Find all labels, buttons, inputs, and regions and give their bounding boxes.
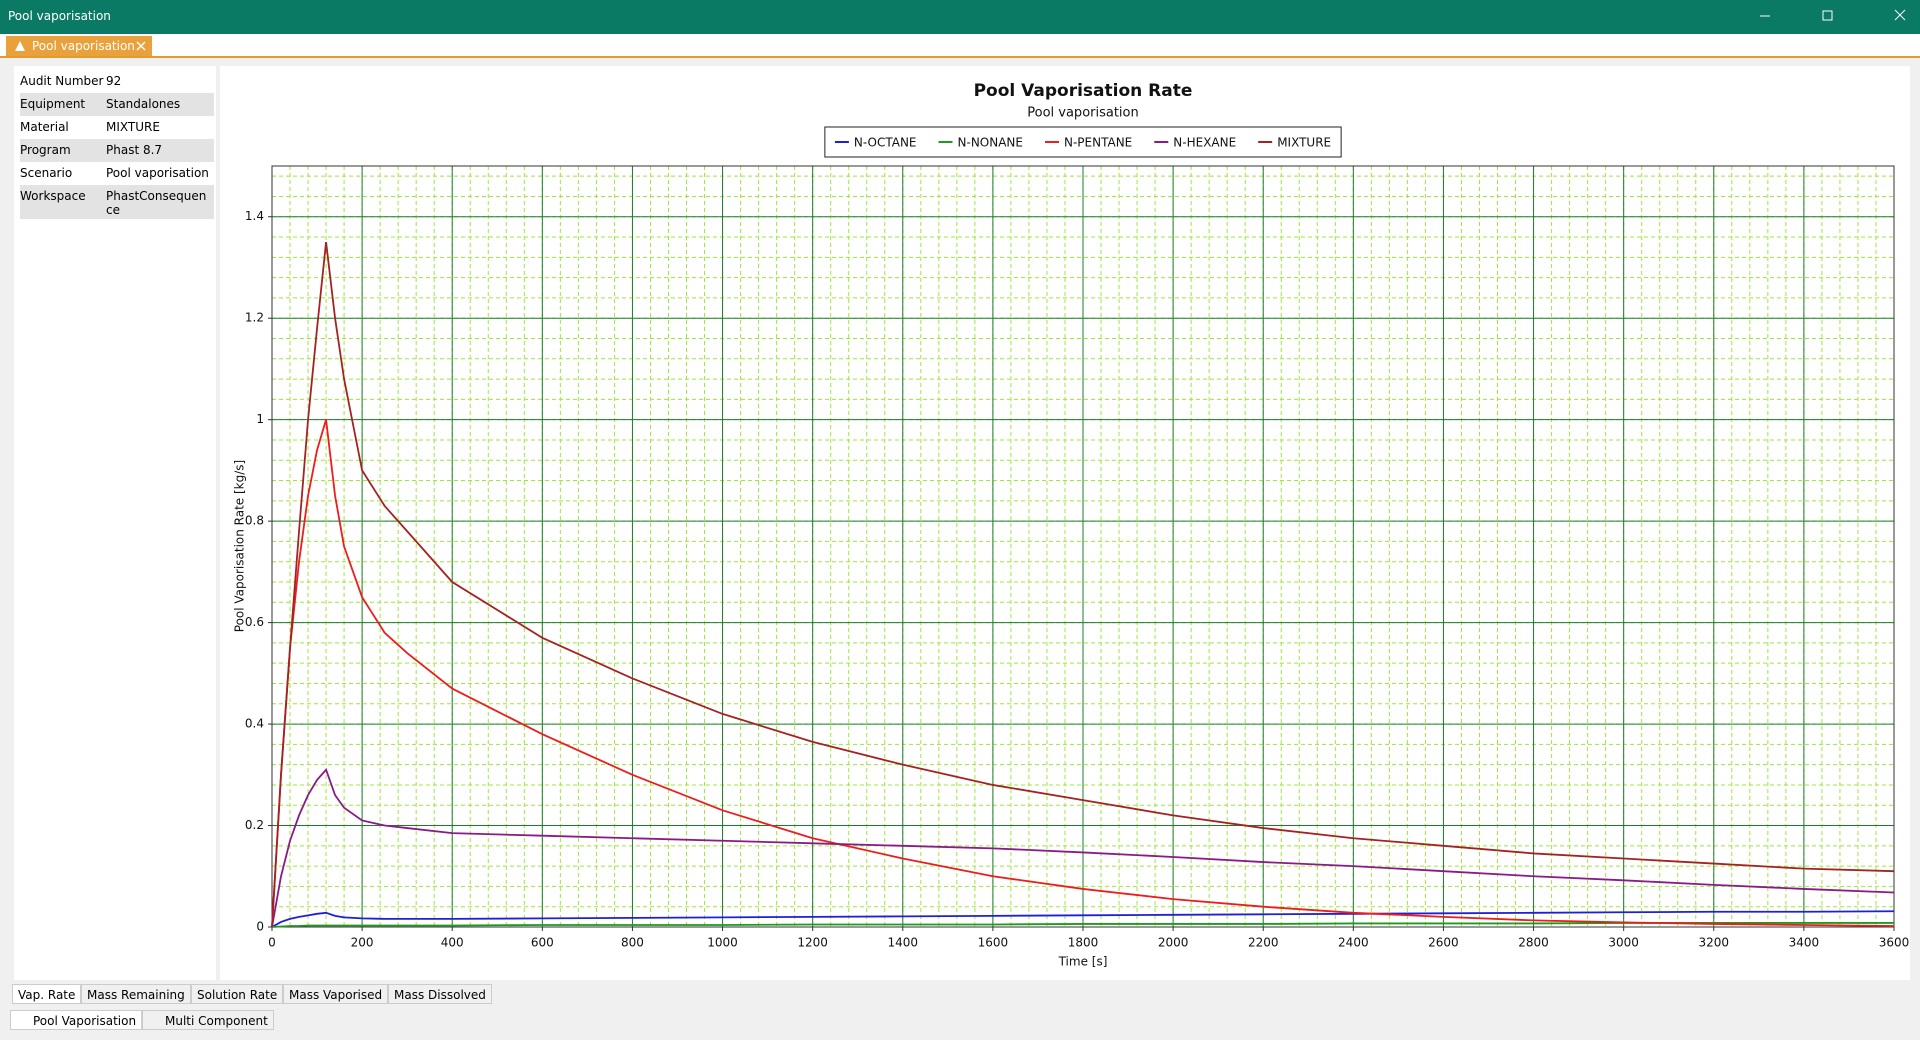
- y-tick-label: 0.6: [245, 615, 264, 629]
- view-tab[interactable]: Multi Component: [142, 1010, 274, 1030]
- audit-label: Equipment: [20, 97, 86, 111]
- legend-label: N-HEXANE: [1173, 136, 1236, 150]
- x-tick-label: 2800: [1518, 936, 1549, 950]
- document-tab[interactable]: Pool vaporisation: [6, 36, 152, 56]
- audit-value: MIXTURE: [106, 120, 160, 134]
- y-tick-label: 1: [256, 412, 264, 426]
- x-tick-label: 1600: [978, 936, 1009, 950]
- y-tick-label: 0.8: [245, 514, 264, 528]
- audit-value: Pool vaporisation: [106, 166, 209, 180]
- audit-value: Phast 8.7: [106, 143, 163, 157]
- x-tick-label: 2000: [1158, 936, 1189, 950]
- view-tab[interactable]: Pool Vaporisation: [10, 1010, 143, 1030]
- audit-row: Audit Number 92: [20, 70, 214, 93]
- x-tick-label: 3200: [1699, 936, 1730, 950]
- audit-label: Audit Number: [20, 74, 104, 88]
- audit-label: Workspace: [20, 189, 86, 203]
- x-tick-label: 200: [351, 936, 374, 950]
- x-tick-label: 2400: [1338, 936, 1369, 950]
- legend: N-OCTANE N-NONANE N-PENTANE N-HEXANE MIXTURE: [824, 126, 1342, 158]
- x-tick-label: 1200: [797, 936, 828, 950]
- audit-row: Material MIXTURE: [20, 116, 214, 139]
- data-line: [271, 910, 1895, 928]
- x-tick-label: 800: [621, 936, 644, 950]
- chart-subtitle: Pool vaporisation: [1027, 106, 1139, 121]
- legend-label: N-NONANE: [958, 136, 1023, 150]
- x-tick-label: 1800: [1068, 936, 1099, 950]
- y-tick-label: 0: [256, 920, 264, 934]
- plot-frame: [271, 165, 1895, 928]
- audit-panel: Audit Number 92 Equipment Standalones Materi…: [14, 66, 216, 980]
- x-tick-label: 600: [531, 936, 554, 950]
- audit-row: Equipment Standalones: [20, 93, 214, 116]
- x-tick-label: 0: [268, 936, 276, 950]
- x-tick-label: 3000: [1608, 936, 1639, 950]
- chart: Pool Vaporisation Rate Pool vaporisation…: [220, 66, 1910, 980]
- audit-value: PhastConsequence: [106, 189, 207, 217]
- audit-label: Program: [20, 143, 71, 157]
- audit-row: Workspace PhastConsequence: [20, 185, 214, 219]
- audit-label: Material: [20, 120, 69, 134]
- x-tick-label: 1000: [707, 936, 738, 950]
- data-line: [271, 767, 1895, 928]
- audit-label: Scenario: [20, 166, 73, 180]
- x-tick-label: 3600: [1879, 936, 1910, 950]
- data-line: [271, 419, 1895, 928]
- result-tab[interactable]: Vap. Rate: [12, 984, 82, 1004]
- legend-label: N-OCTANE: [854, 136, 917, 150]
- x-tick-label: 2600: [1428, 936, 1459, 950]
- result-tab[interactable]: Solution Rate: [191, 984, 284, 1004]
- y-tick-label: 0.2: [245, 818, 264, 832]
- window-controls[interactable]: [1720, 0, 1920, 34]
- window-title: Pool vaporisation: [8, 9, 111, 23]
- x-tick-label: 400: [441, 936, 464, 950]
- audit-row: Scenario Pool vaporisation: [20, 162, 214, 185]
- x-axis-title: Time [s]: [1058, 955, 1108, 969]
- tab-bar: Pool vaporisation: [0, 34, 1920, 58]
- tab-icon: [15, 41, 25, 51]
- data-line: [271, 922, 1894, 928]
- audit-value: Standalones: [106, 97, 181, 111]
- y-tick-label: 1.4: [245, 209, 264, 223]
- audit-row: Program Phast 8.7: [20, 139, 214, 162]
- y-tick-label: 1.2: [245, 311, 264, 325]
- legend-label: MIXTURE: [1277, 136, 1331, 150]
- close-tab[interactable]: [135, 40, 147, 52]
- y-tick-label: 0.4: [245, 717, 264, 731]
- x-tick-label: 1400: [888, 936, 919, 950]
- tab-title: Pool vaporisation: [32, 39, 135, 53]
- audit-value: 92: [106, 74, 122, 88]
- y-axis-title: Pool Vaporisation Rate [kg/s]: [233, 460, 247, 632]
- result-tab[interactable]: Mass Vaporised: [283, 984, 389, 1004]
- result-tab[interactable]: Mass Dissolved: [388, 984, 492, 1004]
- legend-label: N-PENTANE: [1064, 136, 1132, 150]
- legend-box: [824, 126, 1342, 158]
- title-bar: Pool vaporisation: [0, 0, 1920, 34]
- chart-title: Pool Vaporisation Rate: [974, 81, 1193, 101]
- result-tab[interactable]: Mass Remaining: [81, 984, 191, 1004]
- x-tick-label: 2200: [1248, 936, 1279, 950]
- data-line: [271, 241, 1895, 928]
- x-tick-label: 3400: [1789, 936, 1820, 950]
